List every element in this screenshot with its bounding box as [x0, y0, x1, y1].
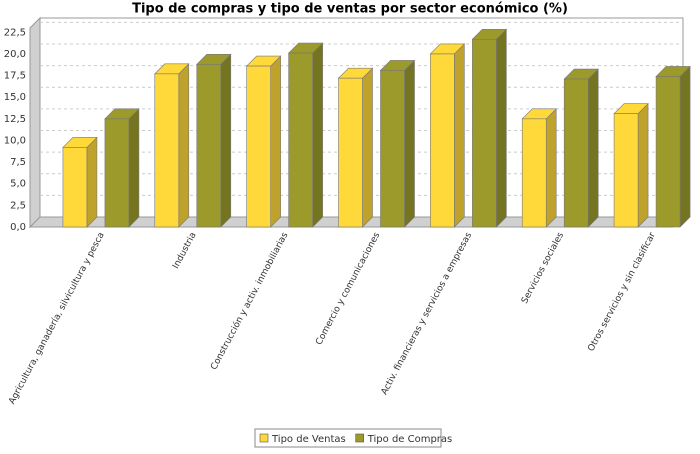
y-tick-label: 2,5 — [10, 200, 26, 211]
bar — [613, 102, 649, 228]
legend-label: Tipo de Compras — [367, 434, 453, 445]
bar — [62, 136, 98, 228]
x-tick-label: Activ. financieras y servicios a empresa… — [380, 231, 475, 397]
bar-side — [496, 28, 507, 228]
bar-front — [104, 118, 130, 228]
bar-front — [154, 73, 180, 228]
bar — [655, 65, 691, 228]
bar — [563, 68, 599, 228]
bar-side — [220, 53, 232, 228]
bar-front — [380, 70, 405, 228]
legend-box — [254, 428, 442, 448]
bar-side — [128, 108, 140, 228]
bar-side — [679, 65, 691, 228]
bar-front — [563, 78, 589, 228]
x-tick-label: Servicios sociales — [520, 231, 566, 306]
bar — [287, 42, 324, 228]
y-tick-label: 7,5 — [10, 157, 26, 168]
legend-label: Tipo de Ventas — [271, 434, 346, 445]
bar — [521, 108, 557, 228]
bar-front — [246, 65, 271, 228]
x-tick-label: Industria — [171, 231, 198, 271]
bar-front — [655, 76, 681, 228]
legend: Tipo de Ventas Tipo de Compras — [254, 428, 453, 448]
bar-side — [545, 108, 557, 228]
bar-front — [521, 118, 547, 228]
legend-swatch — [355, 433, 365, 443]
bar-front — [613, 113, 639, 228]
chart-title: Tipo de compras y tipo de ventas por sec… — [132, 2, 568, 17]
y-tick-label: 15,0 — [4, 92, 26, 103]
bar-front — [288, 52, 313, 228]
bar — [154, 63, 190, 228]
y-tick-label: 20,0 — [4, 49, 26, 60]
bar-side — [312, 42, 323, 228]
plot-wall — [29, 16, 41, 229]
bar-side — [178, 63, 190, 228]
bar — [429, 43, 466, 228]
bar-front — [472, 38, 497, 228]
bar-side — [404, 59, 415, 228]
bar-front — [62, 147, 88, 228]
y-tick-label: 5,0 — [10, 179, 26, 190]
bar-front — [196, 64, 222, 228]
x-tick-label: Otros servicios y sin clasificar — [586, 231, 658, 354]
bar-side — [86, 136, 98, 228]
y-tick-label: 12,5 — [4, 114, 26, 125]
bar — [471, 28, 508, 228]
bar-front — [338, 77, 363, 228]
bar-side — [637, 102, 649, 228]
bar — [196, 53, 232, 228]
bar — [379, 59, 416, 228]
x-tick-label: Construcción y activ. inmobiliarias — [208, 230, 290, 372]
legend-swatch — [259, 433, 269, 443]
y-tick-label: 10,0 — [4, 135, 26, 146]
x-tick-label: Agricultura, ganadería, silvicultura y p… — [7, 231, 106, 406]
bar-side — [362, 67, 373, 228]
bar-side — [270, 55, 281, 228]
y-tick-label: 0,0 — [10, 222, 26, 233]
y-tick-label: 22,5 — [4, 27, 26, 38]
bar-side — [587, 68, 599, 228]
bar-front — [430, 53, 455, 228]
bar-side — [454, 43, 465, 228]
y-tick-label: 17,5 — [4, 71, 26, 82]
bar — [104, 108, 140, 228]
bar — [337, 67, 374, 228]
bar — [245, 55, 282, 228]
x-tick-label: Comercio y comunicaciones — [314, 231, 382, 347]
